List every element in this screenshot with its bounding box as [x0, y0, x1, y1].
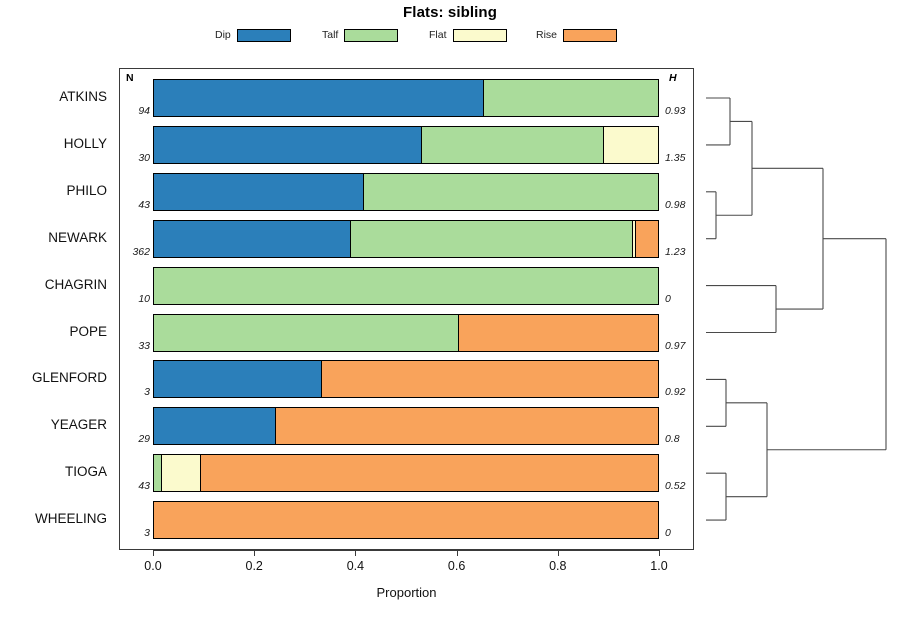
bar-segment-talf[interactable] — [154, 314, 459, 351]
plot-frame — [119, 68, 694, 550]
category-label-wheeling: WHEELING — [34, 511, 107, 527]
bar-segment-rise[interactable] — [322, 361, 658, 398]
category-label-philo: PHILO — [66, 182, 107, 198]
bar-segment-talf[interactable] — [422, 126, 604, 163]
x-tick-label: 1.0 — [650, 559, 668, 573]
bar-segment-dip[interactable] — [154, 173, 365, 210]
stacked-bar-wheeling[interactable] — [153, 501, 659, 540]
legend-swatch-talf — [344, 28, 399, 42]
category-label-atkins: ATKINS — [59, 89, 107, 104]
stacked-bar-glenford[interactable] — [153, 360, 659, 399]
legend-item-rise: Rise — [536, 26, 618, 44]
legend-item-dip: Dip — [215, 26, 291, 44]
x-tick — [153, 550, 154, 556]
bar-segment-dip[interactable] — [154, 361, 323, 398]
bar-segment-rise[interactable] — [458, 314, 658, 351]
legend-swatch-flat — [452, 28, 507, 42]
legend-item-talf: Talf — [322, 26, 399, 44]
stacked-bar-yeager[interactable] — [153, 407, 659, 446]
bar-segment-rise[interactable] — [200, 455, 658, 492]
dendrogram — [694, 68, 900, 550]
x-tick-label: 0.6 — [447, 559, 466, 573]
legend-swatch-rise — [563, 28, 618, 42]
x-tick — [659, 550, 660, 556]
x-tick — [355, 550, 357, 556]
bar-segment-rise[interactable] — [154, 502, 658, 539]
legend-item-flat: Flat — [429, 26, 507, 44]
category-label-glenford: GLENFORD — [31, 370, 107, 386]
bar-segment-dip[interactable] — [154, 220, 352, 257]
category-label-yeager: YEAGER — [50, 417, 107, 433]
legend-label: Flat — [429, 29, 447, 41]
category-label-chagrin: CHAGRIN — [44, 276, 107, 292]
bar-segment-flat[interactable] — [603, 126, 658, 163]
stacked-bar-chagrin[interactable] — [153, 266, 659, 305]
category-label-newark: NEWARK — [48, 229, 107, 245]
bar-segment-rise[interactable] — [276, 408, 658, 445]
bar-segment-talf[interactable] — [154, 267, 658, 304]
x-tick-label: 0.0 — [144, 559, 162, 573]
x-tick-label: 0.8 — [549, 559, 567, 573]
bar-segment-talf[interactable] — [364, 173, 658, 210]
stacked-bar-holly[interactable] — [153, 125, 659, 164]
bar-segment-talf[interactable] — [483, 80, 658, 116]
stacked-bar-newark[interactable] — [153, 219, 659, 258]
bar-segment-dip[interactable] — [154, 408, 277, 445]
bar-segment-flat[interactable] — [633, 220, 637, 257]
stacked-bar-tioga[interactable] — [153, 454, 659, 493]
stacked-bar-philo[interactable] — [153, 172, 659, 211]
legend-label: Talf — [322, 29, 339, 41]
stacked-bar-atkins[interactable] — [153, 79, 659, 117]
x-axis-title: Proportion — [376, 585, 437, 600]
x-tick — [557, 550, 559, 556]
legend: Dip Talf Flat Rise — [215, 26, 618, 44]
legend-label: Dip — [215, 29, 231, 41]
x-axis: 0.0 0.2 0.4 0.6 0.8 1.0 — [119, 550, 694, 600]
x-tick — [254, 550, 256, 556]
bar-segment-talf[interactable] — [351, 220, 634, 257]
bar-segment-dip[interactable] — [154, 80, 484, 116]
x-axis-line — [153, 550, 660, 551]
x-tick — [456, 550, 458, 556]
bar-segment-flat[interactable] — [162, 455, 201, 492]
stacked-bar-pope[interactable] — [153, 313, 659, 352]
category-label-tioga: TIOGA — [64, 464, 107, 480]
legend-label: Rise — [536, 29, 558, 41]
bar-segment-rise[interactable] — [636, 220, 658, 257]
bar-segment-talf[interactable] — [154, 455, 163, 492]
category-label-pope: POPE — [69, 323, 107, 339]
x-tick-label: 0.4 — [346, 559, 365, 573]
bar-segment-dip[interactable] — [154, 126, 423, 163]
page-title: Flats: sibling — [403, 4, 497, 21]
x-tick-label: 0.2 — [245, 559, 263, 573]
category-labels: ATKINS HOLLY PHILO NEWARK CHAGRIN POPE GLENFOR… — [0, 68, 113, 550]
dendrogram-svg — [706, 97, 887, 521]
category-label-holly: HOLLY — [63, 135, 107, 151]
legend-swatch-dip — [236, 28, 291, 42]
